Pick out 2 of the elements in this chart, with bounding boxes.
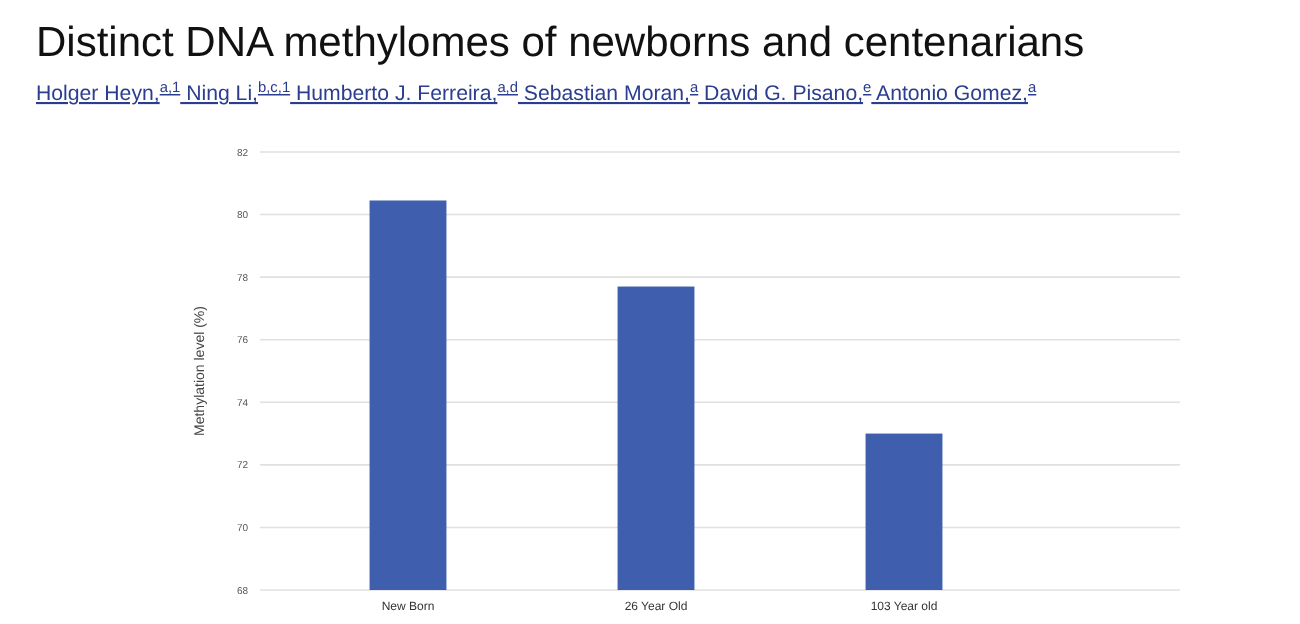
chart-title: Distinct DNA methylomes of newborns and centenarians xyxy=(36,20,1085,66)
text: Holger Heyn,$^{a,1}$ Ning Li,$^{b,c,1}$ Humberto J. Ferreira,$^{a,d}$ Sebastian Moran,$^{a}$ David G. Pisano,$^{e}$ Antonio Gomez,$^{a}$ xyxy=(36,77,1037,106)
